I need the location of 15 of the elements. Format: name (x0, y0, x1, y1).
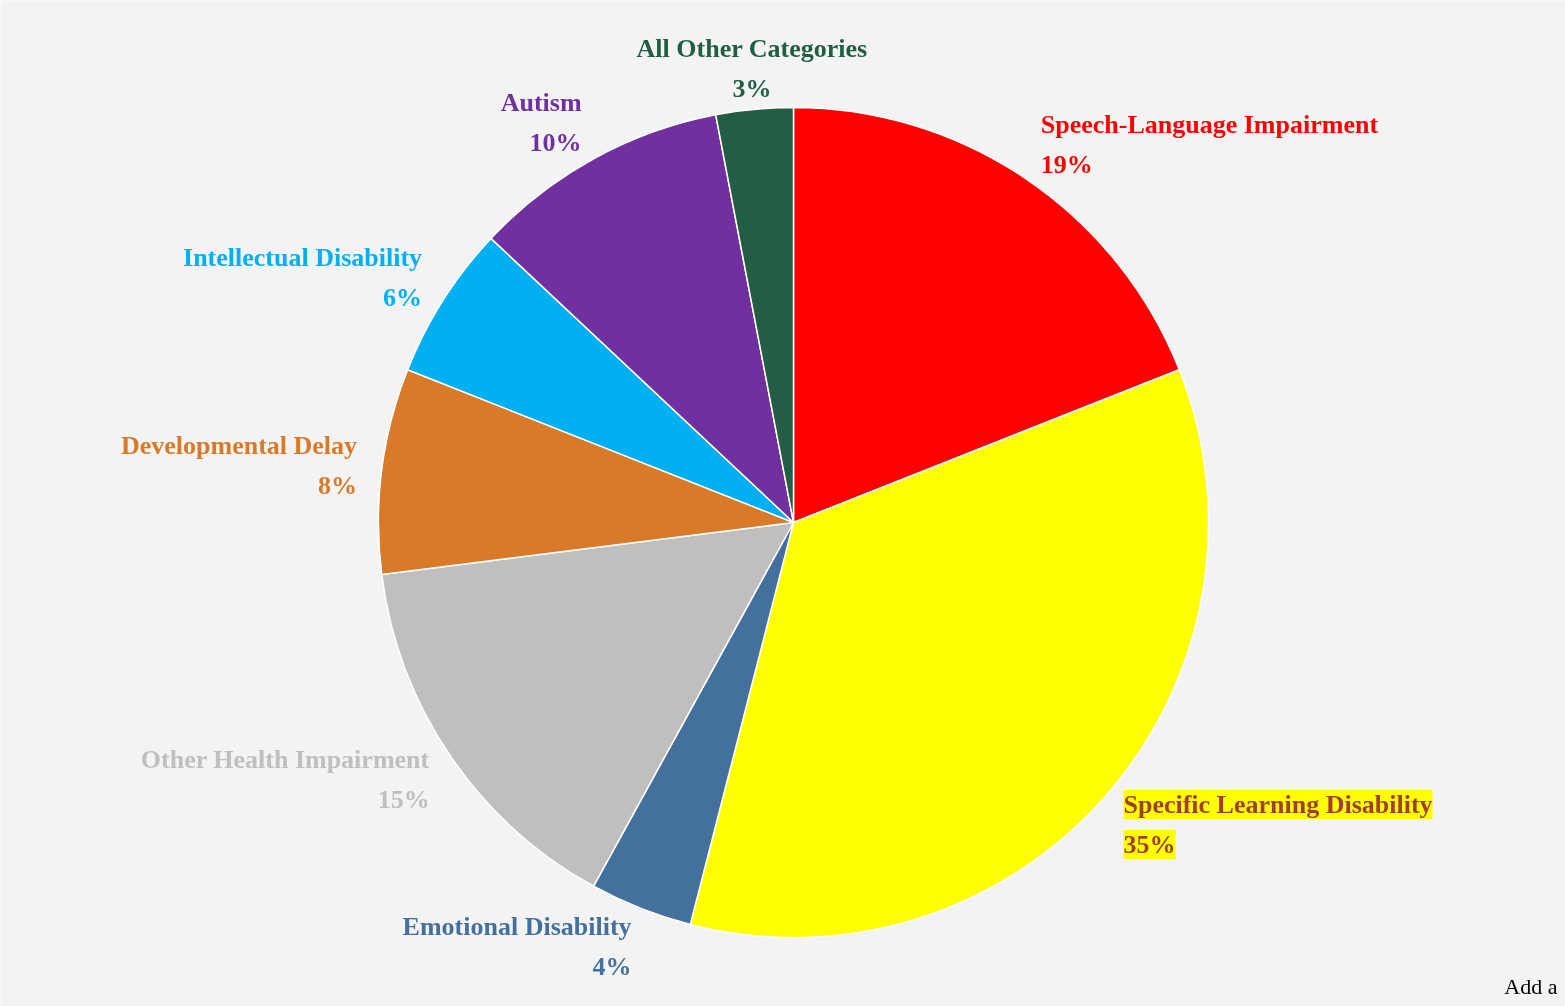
text: Add a (1504, 974, 1558, 999)
slice-label: Emotional Disability (402, 912, 632, 942)
slice-label: Specific Learning Disability (1123, 789, 1433, 819)
data-label: 19% (1040, 150, 1093, 180)
slice-label: Autism (500, 87, 582, 117)
data-label: 35% (1123, 829, 1176, 859)
slice-label: All Other Categories (636, 33, 868, 63)
slice-label: Intellectual Disability (183, 243, 423, 273)
data-label: 4% (592, 952, 632, 982)
slice-label: Developmental Delay (120, 430, 358, 460)
data-label: 3% (732, 73, 772, 103)
slice-label: Speech-Language Impairment (1040, 110, 1379, 140)
data-label: 8% (318, 470, 358, 500)
data-label: 6% (383, 283, 423, 313)
data-label: 10% (529, 127, 582, 157)
